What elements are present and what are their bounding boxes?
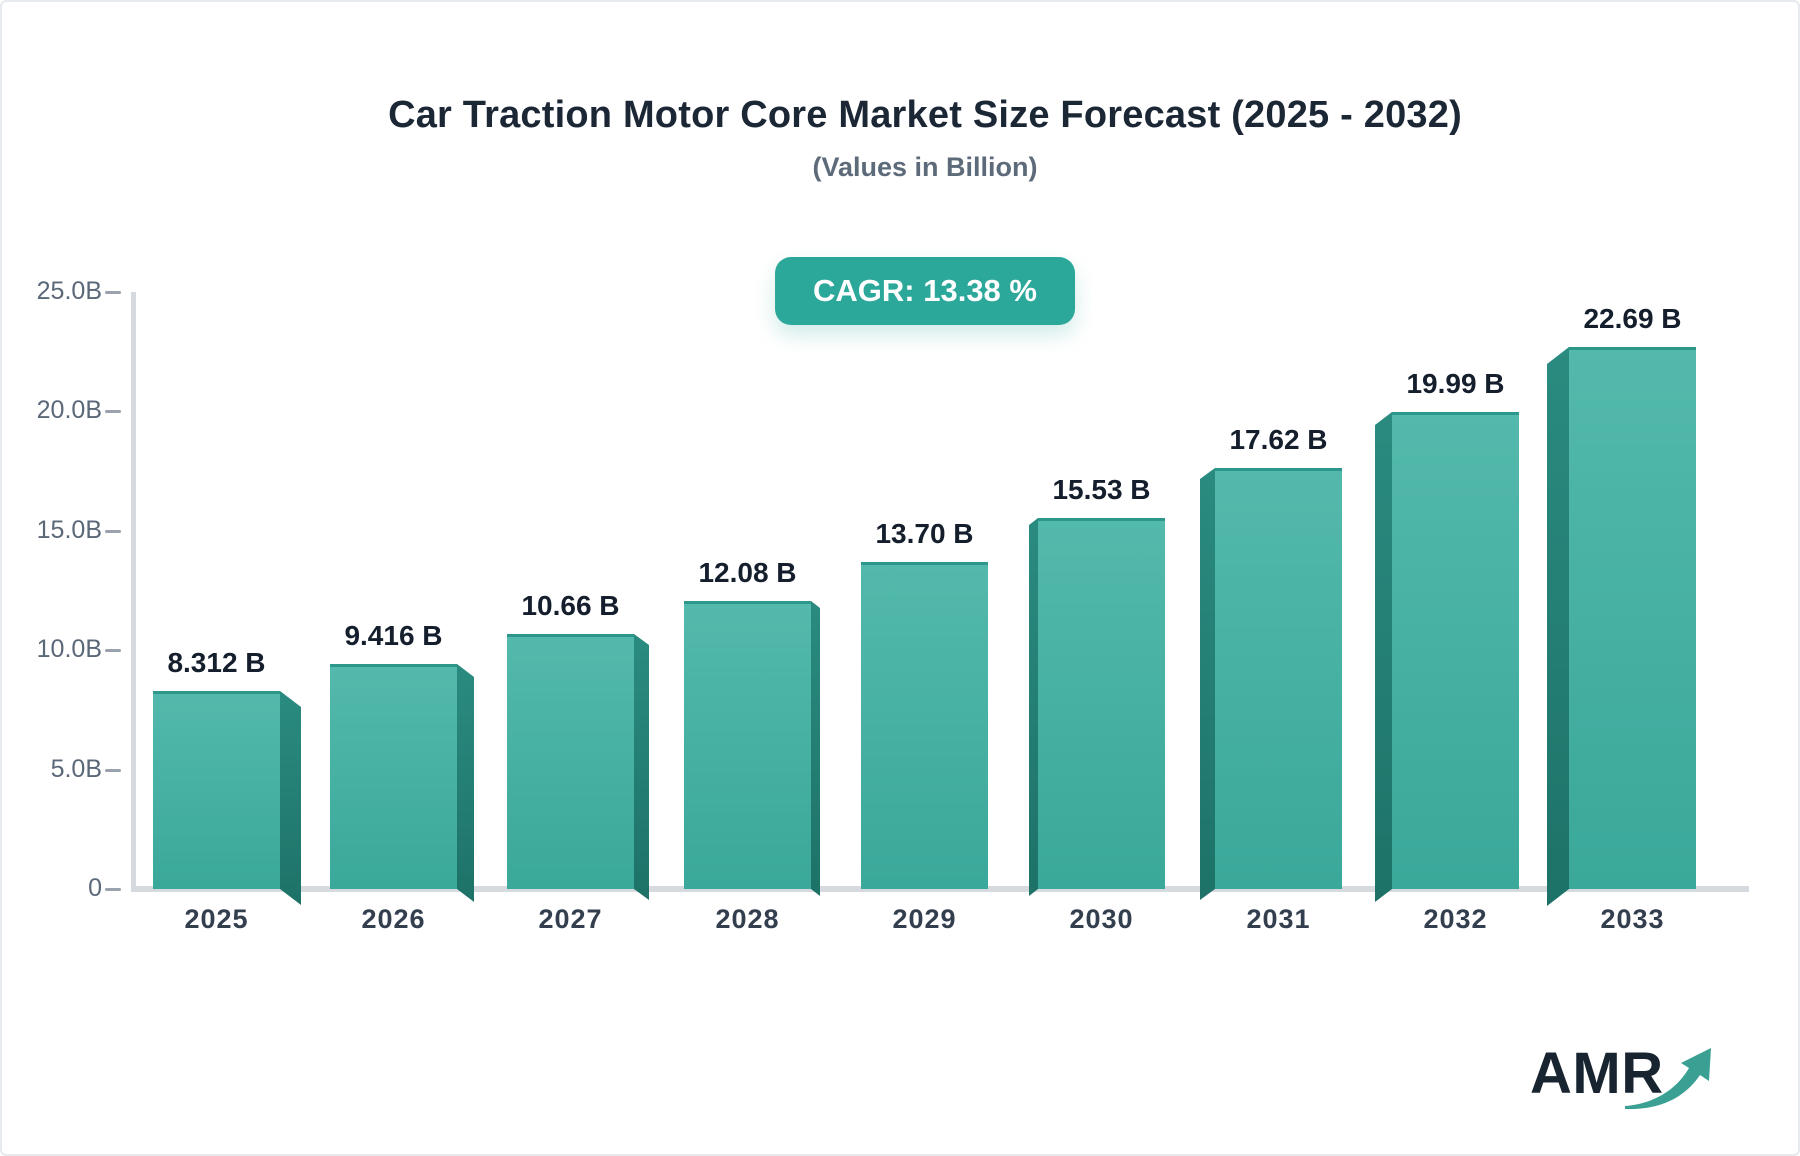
bar-value-label-2029: 13.70 B <box>875 518 974 549</box>
bar-face-2031[interactable] <box>1215 468 1342 889</box>
bar-value-label-2032: 19.99 B <box>1406 368 1505 399</box>
bar-value-label-2033: 22.69 B <box>1583 303 1682 334</box>
y-tick-label-5: 0 <box>88 874 102 902</box>
bar-value-label-2025: 8.312 B <box>167 647 266 678</box>
bar-side-face-2028 <box>811 601 820 896</box>
bar-face-2030[interactable] <box>1038 518 1165 889</box>
bar-face-2027[interactable] <box>507 634 634 889</box>
bar-2026[interactable] <box>330 664 474 889</box>
brand-logo[interactable]: AMR <box>1530 1034 1715 1114</box>
bar-2025[interactable] <box>153 691 301 889</box>
bar-side-face-2030 <box>1029 518 1038 896</box>
bar-face-2033[interactable] <box>1569 347 1696 889</box>
x-axis-label-2030: 2030 <box>1069 904 1134 934</box>
bar-side-face-2025 <box>280 691 301 905</box>
y-tick-label-2: 15.0B <box>36 515 102 544</box>
x-axis-label-2029: 2029 <box>892 904 957 934</box>
y-tick-dash-2 <box>105 529 121 533</box>
bar-face-2032[interactable] <box>1392 412 1519 889</box>
bar-value-label-2031: 17.62 B <box>1229 424 1328 455</box>
bar-side-face-2033 <box>1547 347 1569 906</box>
y-axis-line <box>131 292 136 891</box>
x-axis-label-2027: 2027 <box>538 904 603 934</box>
y-tick-dash-3 <box>105 649 121 653</box>
bar-side-face-2031 <box>1200 468 1215 900</box>
bar-face-2026[interactable] <box>330 664 457 889</box>
bar-value-label-2030: 15.53 B <box>1052 474 1151 505</box>
bar-2033[interactable] <box>1547 347 1696 889</box>
chart-subtitle: (Values in Billion) <box>812 152 1038 182</box>
chart-title: Car Traction Motor Core Market Size Fore… <box>388 94 1462 136</box>
bar-value-label-2026: 9.416 B <box>344 620 443 651</box>
bar-face-2029[interactable] <box>861 562 988 889</box>
bar-side-face-2026 <box>457 664 474 902</box>
x-axis-label-2026: 2026 <box>361 904 426 934</box>
bar-face-2028[interactable] <box>684 601 811 889</box>
bar-2030[interactable] <box>1029 518 1165 889</box>
x-axis-label-2025: 2025 <box>184 904 249 934</box>
bar-value-label-2027: 10.66 B <box>521 590 620 621</box>
bar-value-label-2028: 12.08 B <box>698 557 797 588</box>
cagr-badge: CAGR: 13.38 % <box>775 257 1075 325</box>
bar-2029[interactable] <box>861 562 988 889</box>
bar-2032[interactable] <box>1375 412 1519 889</box>
bar-2028[interactable] <box>684 601 820 889</box>
y-tick-dash-4 <box>105 768 121 772</box>
y-tick-label-1: 20.0B <box>36 396 102 425</box>
y-tick-dash-0 <box>105 291 121 294</box>
y-tick-dash-1 <box>105 410 121 414</box>
logo-text: AMR <box>1530 1041 1664 1106</box>
x-axis-label-2032: 2032 <box>1423 904 1488 934</box>
y-tick-label-4: 5.0B <box>50 754 102 783</box>
y-tick-label-0: 25.0B <box>36 277 102 305</box>
x-axis-line <box>131 886 1749 892</box>
x-axis-label-2028: 2028 <box>715 904 780 934</box>
x-axis-label-2031: 2031 <box>1246 904 1311 934</box>
bar-side-face-2027 <box>634 634 649 900</box>
y-tick-label-3: 10.0B <box>36 635 102 664</box>
bar-2031[interactable] <box>1200 468 1342 889</box>
y-tick-dash-5 <box>105 888 121 891</box>
bar-side-face-2032 <box>1375 412 1392 902</box>
x-axis-label-2033: 2033 <box>1600 904 1665 934</box>
bar-face-2025[interactable] <box>153 691 280 889</box>
bar-2027[interactable] <box>507 634 649 889</box>
trend-arrow-icon <box>1625 1048 1711 1110</box>
